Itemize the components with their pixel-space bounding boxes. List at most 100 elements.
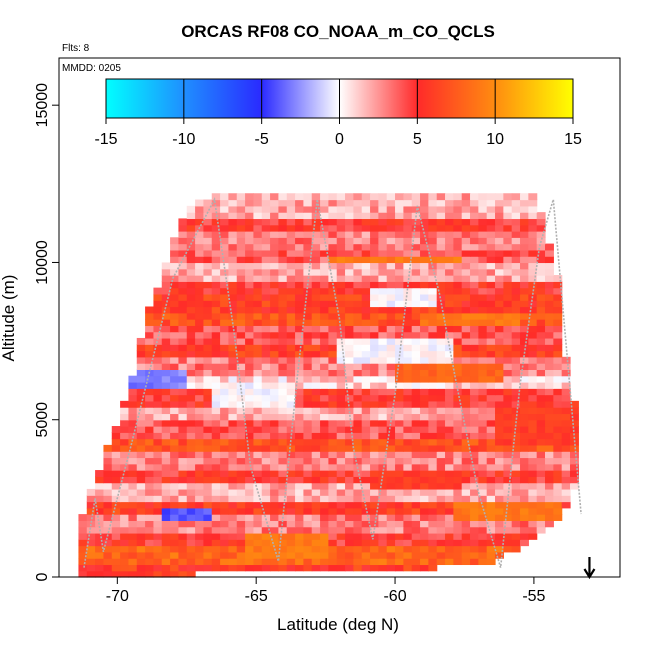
heatmap-cell (303, 249, 313, 257)
heatmap-cell (345, 507, 354, 515)
heatmap-cell (320, 199, 329, 207)
heatmap-cell (128, 507, 138, 515)
heatmap-cell (378, 205, 388, 213)
heatmap-cell (453, 344, 463, 352)
heatmap-cell (120, 564, 130, 572)
heatmap-cell (478, 463, 488, 471)
heatmap-cell (320, 249, 329, 257)
heatmap-cell (411, 444, 421, 452)
heatmap-cell (495, 520, 504, 528)
heatmap-cell (461, 350, 471, 358)
heatmap-cell (161, 520, 171, 528)
heatmap-cell (553, 426, 563, 433)
heatmap-cell (461, 325, 471, 333)
heatmap-cell (545, 507, 554, 515)
heatmap-cell (461, 539, 471, 547)
heatmap-cell (103, 444, 113, 452)
heatmap-cell (470, 344, 479, 352)
heatmap-cell (428, 287, 438, 295)
heatmap-cell (495, 275, 504, 282)
heatmap-cell (170, 570, 180, 578)
heatmap-cell (353, 306, 363, 314)
heatmap-cell (136, 350, 146, 358)
heatmap-cell (320, 457, 329, 465)
heatmap-cell (261, 482, 271, 490)
heatmap-cell (503, 281, 513, 289)
heatmap-cell (211, 451, 221, 459)
heatmap-cell (261, 193, 271, 201)
mmdd-label: MMDD: 0205 (62, 63, 121, 74)
heatmap-cell (186, 570, 196, 578)
heatmap-cell (220, 400, 230, 408)
heatmap-cell (470, 275, 479, 282)
heatmap-cell (186, 444, 196, 452)
heatmap-cell (178, 457, 188, 465)
heatmap-cell (186, 507, 196, 515)
heatmap-cell (436, 363, 446, 370)
heatmap-cell (228, 413, 238, 421)
heatmap-cell (195, 488, 205, 496)
heatmap-cell (245, 564, 254, 572)
heatmap-cell (286, 413, 296, 421)
heatmap-cell (561, 482, 571, 490)
heatmap-cell (503, 199, 513, 207)
heatmap-cell (395, 344, 404, 352)
heatmap-cell (128, 520, 138, 528)
heatmap-cell (478, 545, 488, 553)
heatmap-cell (295, 470, 304, 477)
heatmap-cell (311, 237, 321, 245)
heatmap-cell (386, 212, 396, 220)
heatmap-cell (336, 350, 346, 358)
heatmap-cell (170, 426, 180, 433)
heatmap-cell (186, 476, 196, 484)
heatmap-cell (361, 488, 371, 496)
heatmap-cell (395, 231, 404, 238)
heatmap-cell (253, 551, 263, 559)
heatmap-cell (211, 400, 221, 408)
heatmap-cell (220, 231, 230, 238)
heatmap-cell (403, 432, 413, 440)
heatmap-cell (503, 312, 513, 320)
heatmap-cell (428, 451, 438, 459)
heatmap-cell (403, 319, 413, 326)
heatmap-cell (261, 319, 271, 326)
heatmap-cell (236, 463, 246, 471)
heatmap-cell (386, 281, 396, 289)
heatmap-cell (395, 488, 404, 496)
heatmap-cell (253, 193, 263, 201)
heatmap-cell (111, 444, 121, 452)
heatmap-cell (403, 539, 413, 547)
heatmap-cell (386, 388, 396, 396)
heatmap-cell (353, 476, 363, 484)
heatmap-cell (420, 551, 429, 559)
heatmap-cell (536, 268, 546, 276)
heatmap-cell (286, 218, 296, 226)
heatmap-cell (253, 363, 263, 370)
heatmap-cell (153, 375, 163, 383)
heatmap-cell (145, 444, 155, 452)
heatmap-cell (478, 275, 488, 282)
heatmap-cell (520, 344, 529, 352)
heatmap-cell (353, 426, 363, 433)
heatmap-cell (386, 337, 396, 345)
heatmap-cell (95, 545, 105, 553)
heatmap-cell (236, 400, 246, 408)
heatmap-cell (545, 381, 554, 389)
heatmap-cell (186, 231, 196, 238)
heatmap-cell (336, 558, 346, 566)
heatmap-cell (270, 356, 279, 364)
heatmap-cell (420, 350, 429, 358)
heatmap-cell (278, 237, 288, 245)
heatmap-cell (136, 344, 146, 352)
heatmap-cell (136, 495, 146, 503)
heatmap-cell (328, 199, 338, 207)
heatmap-cell (253, 438, 263, 446)
heatmap-cell (420, 237, 429, 245)
heatmap-cell (78, 558, 88, 566)
heatmap-cell (336, 356, 346, 364)
heatmap-cell (211, 268, 221, 276)
heatmap-cell (503, 507, 513, 515)
heatmap-cell (253, 369, 263, 377)
heatmap-cell (511, 237, 521, 245)
heatmap-cell (345, 268, 354, 276)
